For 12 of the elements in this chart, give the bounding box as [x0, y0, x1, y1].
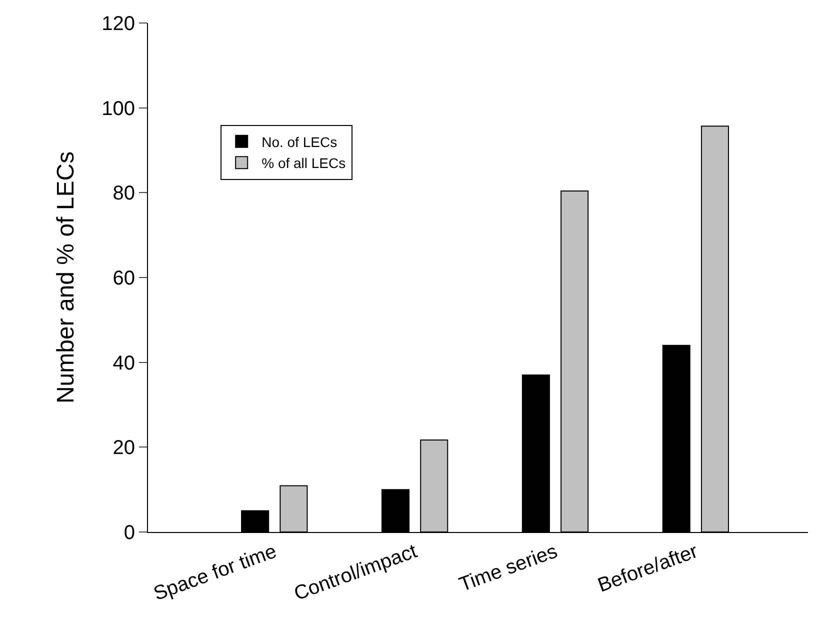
y-tick-label: 0: [124, 522, 135, 544]
y-tick-label: 60: [112, 268, 135, 290]
y-tick-label: 100: [102, 98, 135, 120]
legend-label: No. of LECs: [262, 134, 338, 150]
legend-label: % of all LECs: [262, 155, 346, 172]
y-tick-label: 20: [112, 437, 135, 460]
x-tick-label: Space for time: [150, 540, 280, 606]
y-tick-label: 120: [102, 13, 135, 35]
y-tick-label: 40: [112, 352, 135, 374]
x-tick-label: Time series: [456, 540, 560, 596]
y-tick-label: 80: [112, 182, 135, 205]
y-axis-title: Number and % of LECs: [52, 151, 80, 404]
